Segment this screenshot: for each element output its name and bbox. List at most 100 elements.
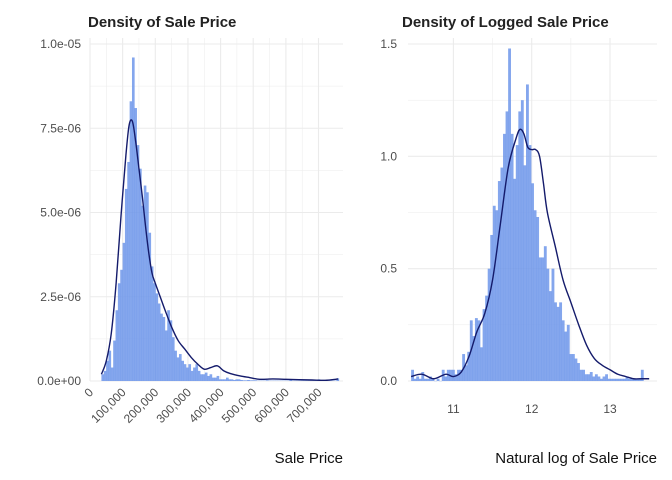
- histogram-bar: [620, 378, 624, 381]
- histogram-bar: [610, 378, 614, 381]
- histogram-bar: [617, 378, 621, 381]
- histogram-bar: [193, 367, 196, 381]
- histogram-bar: [546, 268, 550, 381]
- histogram-bar: [240, 379, 243, 381]
- histogram-bar: [577, 363, 580, 381]
- histogram-bar: [164, 330, 168, 381]
- histogram-bar: [242, 380, 246, 381]
- histogram-bar: [607, 378, 611, 381]
- histogram-bar: [143, 185, 147, 381]
- histogram-bar: [413, 378, 417, 381]
- histogram-bar: [195, 364, 199, 381]
- histogram-bar: [574, 358, 578, 381]
- y-tick-label: 1.0: [380, 149, 397, 163]
- histogram-bar: [451, 369, 455, 381]
- histogram-bar: [523, 165, 527, 381]
- histogram-bar: [251, 380, 255, 381]
- histogram-bar: [157, 303, 161, 381]
- histogram-bar: [640, 369, 644, 381]
- histogram-bar: [223, 379, 227, 381]
- histogram-bar: [421, 372, 425, 381]
- histogram-bar: [487, 268, 491, 381]
- panel-logged-sale-price: 0.0 0.5 1.0 1.5 11 12 13 Density of Logged Sale…: [380, 14, 657, 467]
- panel-sale-price: 0.0e+00 2.5e-06 5.0e-06 7.5e-06 1.0e-05 0100,…: [37, 14, 343, 467]
- histogram-bar: [218, 379, 222, 381]
- x-tick-label: 12: [525, 402, 539, 416]
- histogram-bar: [254, 380, 257, 381]
- histogram-bar: [169, 320, 173, 381]
- histogram-bar: [418, 378, 422, 381]
- histogram-bar: [141, 205, 145, 381]
- histogram-bar: [436, 378, 440, 381]
- y-tick-label: 0.0: [380, 374, 397, 388]
- histogram-bar: [103, 370, 107, 381]
- histogram-bar: [625, 376, 629, 381]
- histogram-bar: [551, 268, 555, 381]
- histogram-bar: [146, 192, 149, 381]
- histogram-bar: [214, 377, 217, 381]
- y-tick-label: 0.5: [380, 262, 397, 276]
- histogram-bar: [230, 379, 234, 381]
- histogram-bar: [543, 246, 547, 381]
- histogram-bar: [556, 306, 560, 381]
- histogram-bar: [235, 379, 239, 381]
- histogram-bar: [221, 379, 224, 381]
- histogram-bar: [459, 369, 463, 381]
- histogram-bar: [518, 111, 522, 382]
- histogram-bar: [153, 283, 156, 381]
- histogram-bar: [628, 378, 631, 381]
- histogram-bar: [571, 354, 575, 381]
- histogram-bar: [110, 367, 114, 381]
- histogram-bar: [211, 377, 215, 381]
- histogram-bar: [183, 364, 187, 381]
- histogram-bars: [411, 48, 644, 382]
- histogram-bar: [531, 183, 534, 381]
- histogram-bar: [129, 101, 133, 381]
- histogram-bar: [216, 375, 220, 381]
- histogram-bar: [520, 100, 524, 382]
- x-tick-label: 100,000: [88, 385, 129, 426]
- histogram-bar: [477, 320, 481, 381]
- histogram-bar: [559, 302, 563, 381]
- histogram-bar: [454, 374, 458, 381]
- x-axis-label: Sale Price: [275, 450, 343, 467]
- y-tick-label: 1.0e-05: [40, 37, 81, 51]
- histogram-bar: [597, 376, 601, 381]
- histogram-bar: [124, 188, 128, 381]
- histogram-bar: [204, 372, 208, 381]
- histogram-bar: [249, 380, 253, 381]
- histogram-bar: [548, 291, 552, 381]
- histogram-bar: [485, 295, 489, 381]
- histogram-bar: [233, 379, 236, 381]
- histogram-bar: [492, 205, 496, 381]
- x-axis-label: Natural log of Sale Price: [495, 450, 657, 467]
- y-tick-label: 1.5: [380, 37, 397, 51]
- histogram-bar: [513, 178, 517, 381]
- histogram-bar: [162, 316, 166, 381]
- histogram-bar: [635, 378, 639, 381]
- histogram-bar: [444, 376, 448, 381]
- histogram-bar: [225, 377, 229, 381]
- histogram-bar: [209, 374, 213, 381]
- x-tick-label: 400,000: [186, 385, 227, 426]
- histogram-bar: [181, 360, 184, 381]
- y-tick-label: 0.0e+00: [37, 374, 81, 388]
- histogram-bar: [148, 232, 152, 381]
- histogram-bar: [538, 257, 542, 381]
- histogram-bar: [265, 380, 269, 381]
- histogram-bar: [554, 302, 557, 381]
- histogram-bar: [131, 57, 135, 381]
- histogram-bar: [528, 145, 532, 381]
- histogram-bar: [464, 365, 468, 381]
- histogram-bar: [623, 378, 626, 381]
- histogram-bar: [589, 372, 593, 381]
- y-tick-label: 7.5e-06: [40, 121, 81, 135]
- histogram-bar: [134, 108, 137, 381]
- histogram-bar: [127, 161, 130, 381]
- histogram-bar: [566, 324, 570, 381]
- histogram-bar: [115, 310, 119, 381]
- histogram-bar: [602, 376, 606, 381]
- histogram-bar: [612, 378, 616, 381]
- histogram-bar: [564, 331, 568, 381]
- histogram-bar: [515, 145, 519, 381]
